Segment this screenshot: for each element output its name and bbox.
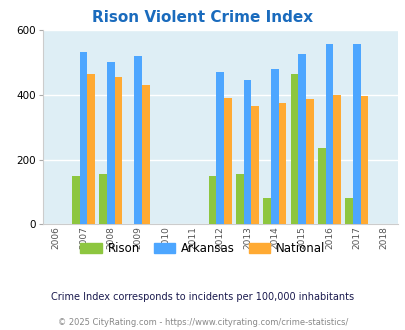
- Text: Rison Violent Crime Index: Rison Violent Crime Index: [92, 10, 313, 25]
- Text: Crime Index corresponds to incidents per 100,000 inhabitants: Crime Index corresponds to incidents per…: [51, 292, 354, 302]
- Bar: [317, 148, 325, 224]
- Bar: [278, 103, 286, 224]
- Bar: [208, 176, 216, 224]
- Bar: [99, 174, 107, 224]
- Bar: [243, 80, 251, 224]
- Bar: [271, 69, 278, 224]
- Bar: [333, 95, 340, 224]
- Bar: [305, 99, 313, 224]
- Bar: [263, 198, 271, 224]
- Bar: [360, 96, 367, 224]
- Bar: [251, 106, 258, 224]
- Bar: [345, 198, 352, 224]
- Bar: [236, 174, 243, 224]
- Bar: [87, 74, 95, 224]
- Bar: [216, 72, 224, 224]
- Bar: [72, 176, 80, 224]
- Bar: [224, 98, 231, 224]
- Bar: [142, 85, 149, 224]
- Bar: [290, 74, 298, 224]
- Bar: [115, 77, 122, 224]
- Legend: Rison, Arkansas, National: Rison, Arkansas, National: [75, 237, 330, 260]
- Bar: [352, 44, 360, 224]
- Bar: [107, 62, 115, 224]
- Bar: [80, 52, 87, 224]
- Text: © 2025 CityRating.com - https://www.cityrating.com/crime-statistics/: © 2025 CityRating.com - https://www.city…: [58, 318, 347, 327]
- Bar: [325, 44, 333, 224]
- Bar: [134, 56, 142, 224]
- Bar: [298, 54, 305, 224]
